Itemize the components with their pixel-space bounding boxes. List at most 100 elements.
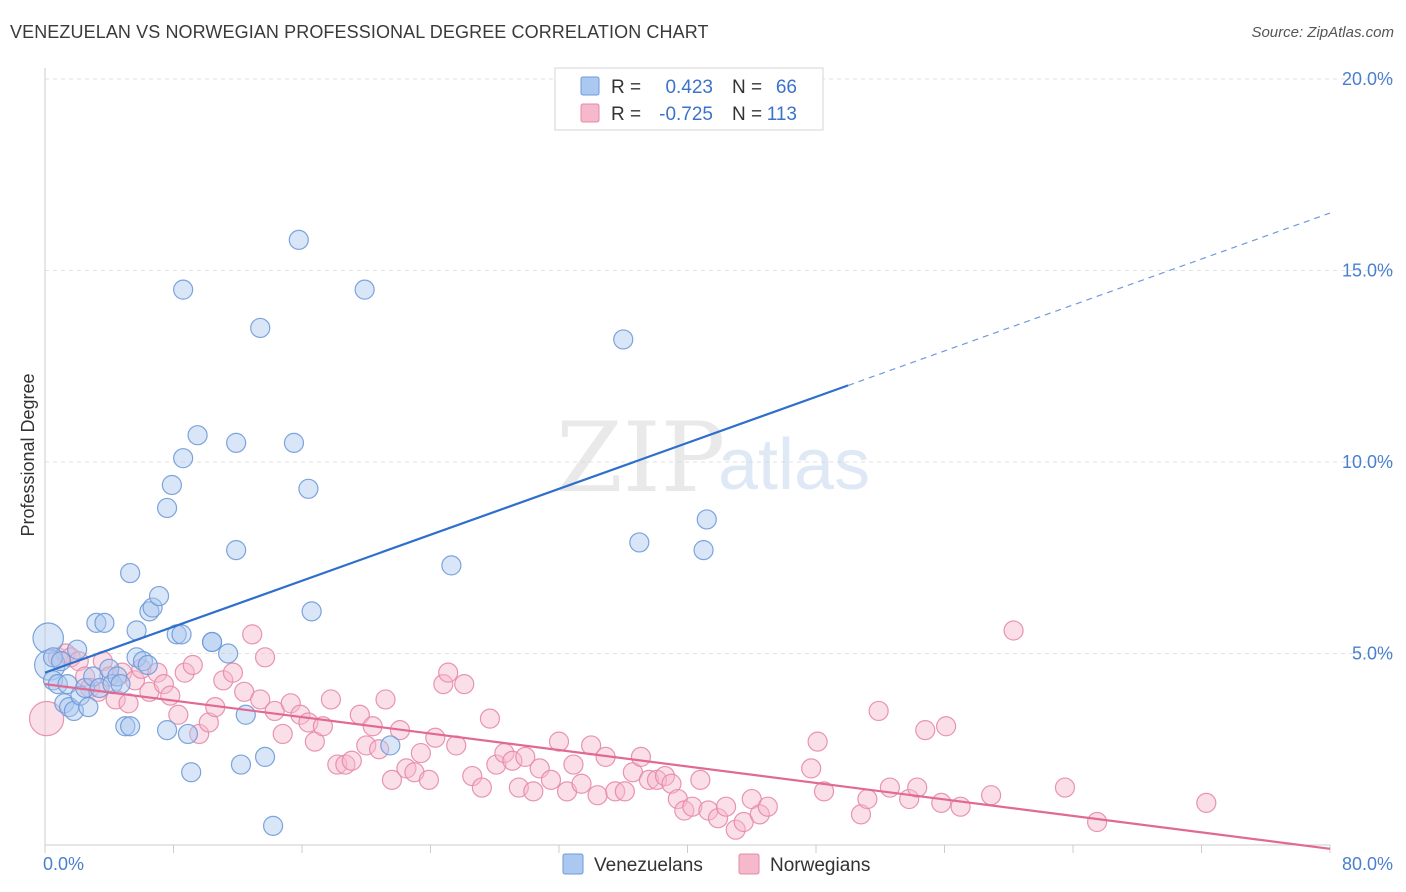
point-norwegians-97	[807, 731, 828, 752]
point-venezuelans-29	[139, 601, 160, 622]
point-venezuelans-39	[177, 723, 199, 745]
grid-layer	[45, 78, 1394, 654]
point-norwegians-66	[523, 781, 544, 802]
point-norwegians-43	[356, 735, 377, 756]
point-venezuelans-55	[301, 601, 322, 622]
point-norwegians-63	[502, 750, 523, 771]
point-venezuelans-17	[94, 612, 115, 633]
point-norwegians-30	[254, 647, 276, 668]
legend-label-norwegians[interactable]: Norwegians	[770, 855, 870, 876]
legend-swatch-venezuelans[interactable]	[562, 853, 584, 875]
point-norwegians-91	[725, 819, 746, 840]
legend-swatch-norwegians[interactable]	[738, 853, 760, 875]
stats-legend-frame	[554, 67, 824, 131]
y-tick-label-1: 10.0%	[1342, 452, 1393, 472]
point-norwegians-20	[174, 662, 195, 683]
axis-layer: 5.0% 10.0% 15.0% 20.0% 0.0% 80.0%	[43, 68, 1393, 874]
point-venezuelans-41	[187, 425, 208, 446]
point-venezuelans-13	[78, 697, 99, 718]
point-venezuelans-49	[250, 317, 271, 339]
point-norwegians-113	[1196, 792, 1217, 813]
point-norwegians-72	[571, 773, 592, 794]
point-norwegians-38	[320, 689, 342, 710]
point-norwegians-65	[515, 746, 536, 768]
legend-label-venezuelans[interactable]: Venezuelans	[594, 855, 703, 876]
point-norwegians-17	[153, 674, 174, 695]
point-norwegians-110	[1003, 620, 1024, 641]
point-norwegians-14	[131, 658, 152, 679]
point-norwegians-0	[28, 700, 65, 737]
point-norwegians-100	[857, 788, 878, 810]
stats-n-label-venezuelans: N =	[732, 77, 762, 98]
trendline-venezuelans	[44, 384, 849, 674]
point-venezuelans-61	[693, 539, 714, 561]
trendline-norwegians	[44, 683, 1331, 850]
point-norwegians-112	[1086, 811, 1108, 833]
stats-swatch-venezuelans	[580, 76, 600, 96]
y-tick-label-2: 15.0%	[1342, 261, 1393, 281]
trend-layer	[44, 212, 1331, 850]
point-venezuelans-36	[171, 624, 192, 645]
stats-swatch-norwegians	[580, 103, 600, 123]
point-norwegians-83	[661, 773, 682, 794]
stats-r-label-venezuelans: R =	[611, 77, 641, 98]
watermark-zip: ZIP	[556, 402, 725, 514]
point-venezuelans-54	[298, 478, 319, 499]
y-axis-label: Professional Degree	[18, 373, 38, 536]
point-norwegians-106	[931, 792, 952, 813]
point-venezuelans-40	[181, 762, 202, 783]
point-venezuelans-10	[67, 639, 88, 660]
point-norwegians-47	[381, 769, 403, 790]
point-norwegians-109	[980, 785, 1002, 806]
point-venezuelans-28	[137, 654, 158, 676]
point-venezuelans-33	[156, 497, 178, 519]
point-norwegians-51	[410, 742, 431, 764]
point-norwegians-94	[749, 804, 770, 825]
stats-legend: R = 0.423 N = 66 R = -0.725 N = 113	[554, 67, 824, 131]
point-norwegians-90	[715, 796, 737, 817]
point-venezuelans-15	[86, 612, 107, 633]
point-venezuelans-45	[226, 432, 247, 453]
point-norwegians-98	[813, 781, 835, 802]
point-venezuelans-62	[696, 509, 717, 530]
point-norwegians-46	[375, 689, 396, 710]
point-norwegians-89	[707, 808, 729, 829]
point-venezuelans-50	[254, 746, 276, 768]
point-norwegians-99	[850, 804, 872, 825]
point-norwegians-68	[540, 769, 562, 790]
point-norwegians-41	[341, 750, 362, 771]
point-venezuelans-21	[110, 674, 131, 695]
stats-r-value-norwegians: -0.725	[659, 104, 713, 125]
point-venezuelans-24	[120, 562, 141, 584]
stats-r-label-norwegians: R =	[611, 104, 641, 125]
point-venezuelans-53	[288, 229, 309, 250]
y-tick-label-3: 20.0%	[1342, 69, 1393, 89]
series-legend: Venezuelans Norwegians	[562, 853, 870, 876]
point-venezuelans-32	[156, 719, 178, 741]
point-norwegians-80	[638, 769, 660, 790]
point-norwegians-86	[682, 796, 703, 817]
point-venezuelans-43	[201, 631, 223, 653]
point-venezuelans-38	[173, 279, 194, 300]
point-venezuelans-58	[441, 555, 462, 576]
point-venezuelans-44	[218, 643, 239, 664]
point-venezuelans-18	[99, 658, 120, 679]
point-venezuelans-30	[142, 597, 163, 618]
point-norwegians-59	[471, 777, 492, 798]
point-norwegians-29	[250, 689, 271, 710]
point-norwegians-107	[936, 716, 957, 737]
point-venezuelans-34	[161, 474, 182, 496]
point-venezuelans-31	[148, 585, 170, 607]
point-norwegians-96	[801, 758, 822, 779]
point-norwegians-21	[182, 654, 203, 676]
point-venezuelans-37	[173, 448, 194, 469]
point-norwegians-37	[312, 716, 333, 737]
point-venezuelans-22	[115, 716, 136, 737]
points-layer	[28, 229, 1217, 840]
point-norwegians-74	[587, 785, 608, 806]
point-norwegians-32	[272, 723, 293, 745]
point-venezuelans-23	[120, 716, 141, 737]
x-tick-label-1: 80.0%	[1342, 854, 1393, 874]
point-norwegians-57	[454, 674, 475, 695]
